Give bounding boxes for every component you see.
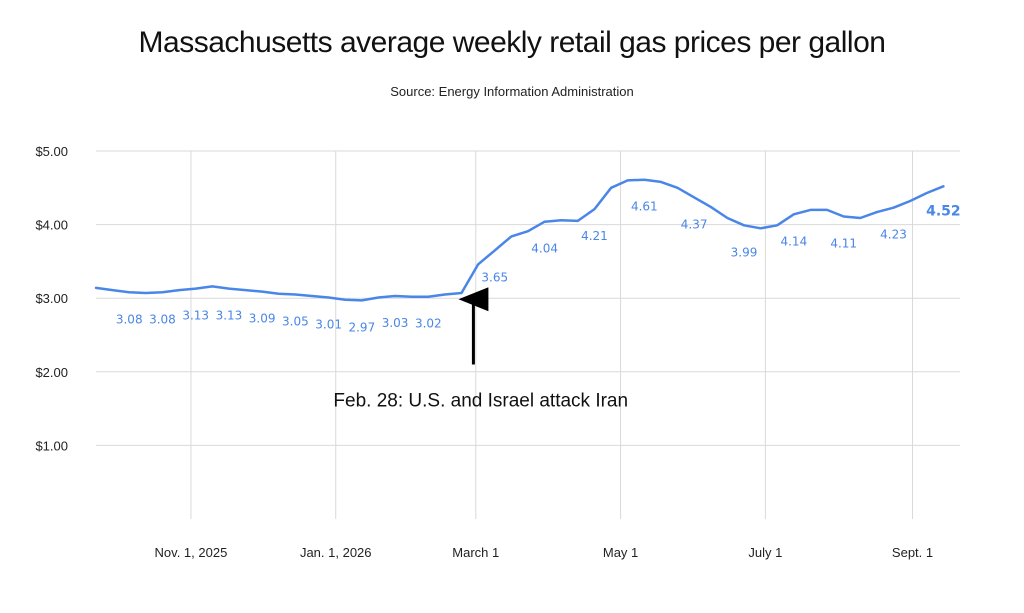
data-label-16: 4.14 <box>780 234 807 248</box>
y-tick-label-3: $4.00 <box>35 218 68 233</box>
y-tick-label-2: $3.00 <box>35 291 68 306</box>
y-tick-label-1: $2.00 <box>35 365 68 380</box>
data-label-4: 3.09 <box>249 312 276 326</box>
data-label-6: 3.01 <box>315 317 342 331</box>
x-tick-label-4: July 1 <box>748 545 782 560</box>
data-label-14: 4.37 <box>681 217 708 231</box>
annotations: Feb. 28: U.S. and Israel attack Iran <box>333 287 628 411</box>
data-label-13: 4.61 <box>631 200 658 214</box>
gridlines <box>96 150 960 519</box>
x-tick-label-5: Sept. 1 <box>892 545 933 560</box>
data-label-7: 2.97 <box>348 320 375 334</box>
series-line-0 <box>94 178 945 302</box>
data-label-3: 3.13 <box>216 309 243 323</box>
x-axis: Nov. 1, 2025 Jan. 1, 2026 March 1 May 1 July… <box>155 545 934 560</box>
y-tick-label-4: $5.00 <box>35 144 68 159</box>
data-label-15: 3.99 <box>731 245 758 259</box>
chart-title: Massachusetts average weekly retail gas … <box>138 26 886 59</box>
data-label-9: 3.02 <box>415 317 442 331</box>
data-label-10: 3.65 <box>481 270 508 284</box>
chart-subtitle: Source: Energy Information Administratio… <box>390 84 634 99</box>
data-label-5: 3.05 <box>282 315 309 329</box>
data-label-1: 3.08 <box>149 312 176 326</box>
series-layer <box>94 178 945 302</box>
data-label-12: 4.21 <box>581 229 608 243</box>
x-tick-label-3: May 1 <box>603 545 638 560</box>
data-label-17: 4.11 <box>830 237 857 251</box>
data-label-19: 4.52 <box>926 203 961 219</box>
data-label-0: 3.08 <box>116 312 143 326</box>
y-tick-label-0: $1.00 <box>35 438 68 453</box>
data-labels: 3.08 3.08 3.13 3.13 3.09 3.05 3.01 2.97 3.03 3.02… <box>116 200 961 335</box>
data-label-11: 4.04 <box>531 242 558 256</box>
x-tick-label-2: March 1 <box>452 545 499 560</box>
data-label-8: 3.03 <box>382 316 409 330</box>
annotation-text-0: Feb. 28: U.S. and Israel attack Iran <box>333 390 628 411</box>
x-tick-label-1: Jan. 1, 2026 <box>300 545 372 560</box>
y-axis: $1.00 $2.00 $3.00 $4.00 $5.00 <box>35 144 68 453</box>
x-tick-label-0: Nov. 1, 2025 <box>155 545 228 560</box>
data-label-18: 4.23 <box>880 228 907 242</box>
data-label-2: 3.13 <box>182 309 209 323</box>
